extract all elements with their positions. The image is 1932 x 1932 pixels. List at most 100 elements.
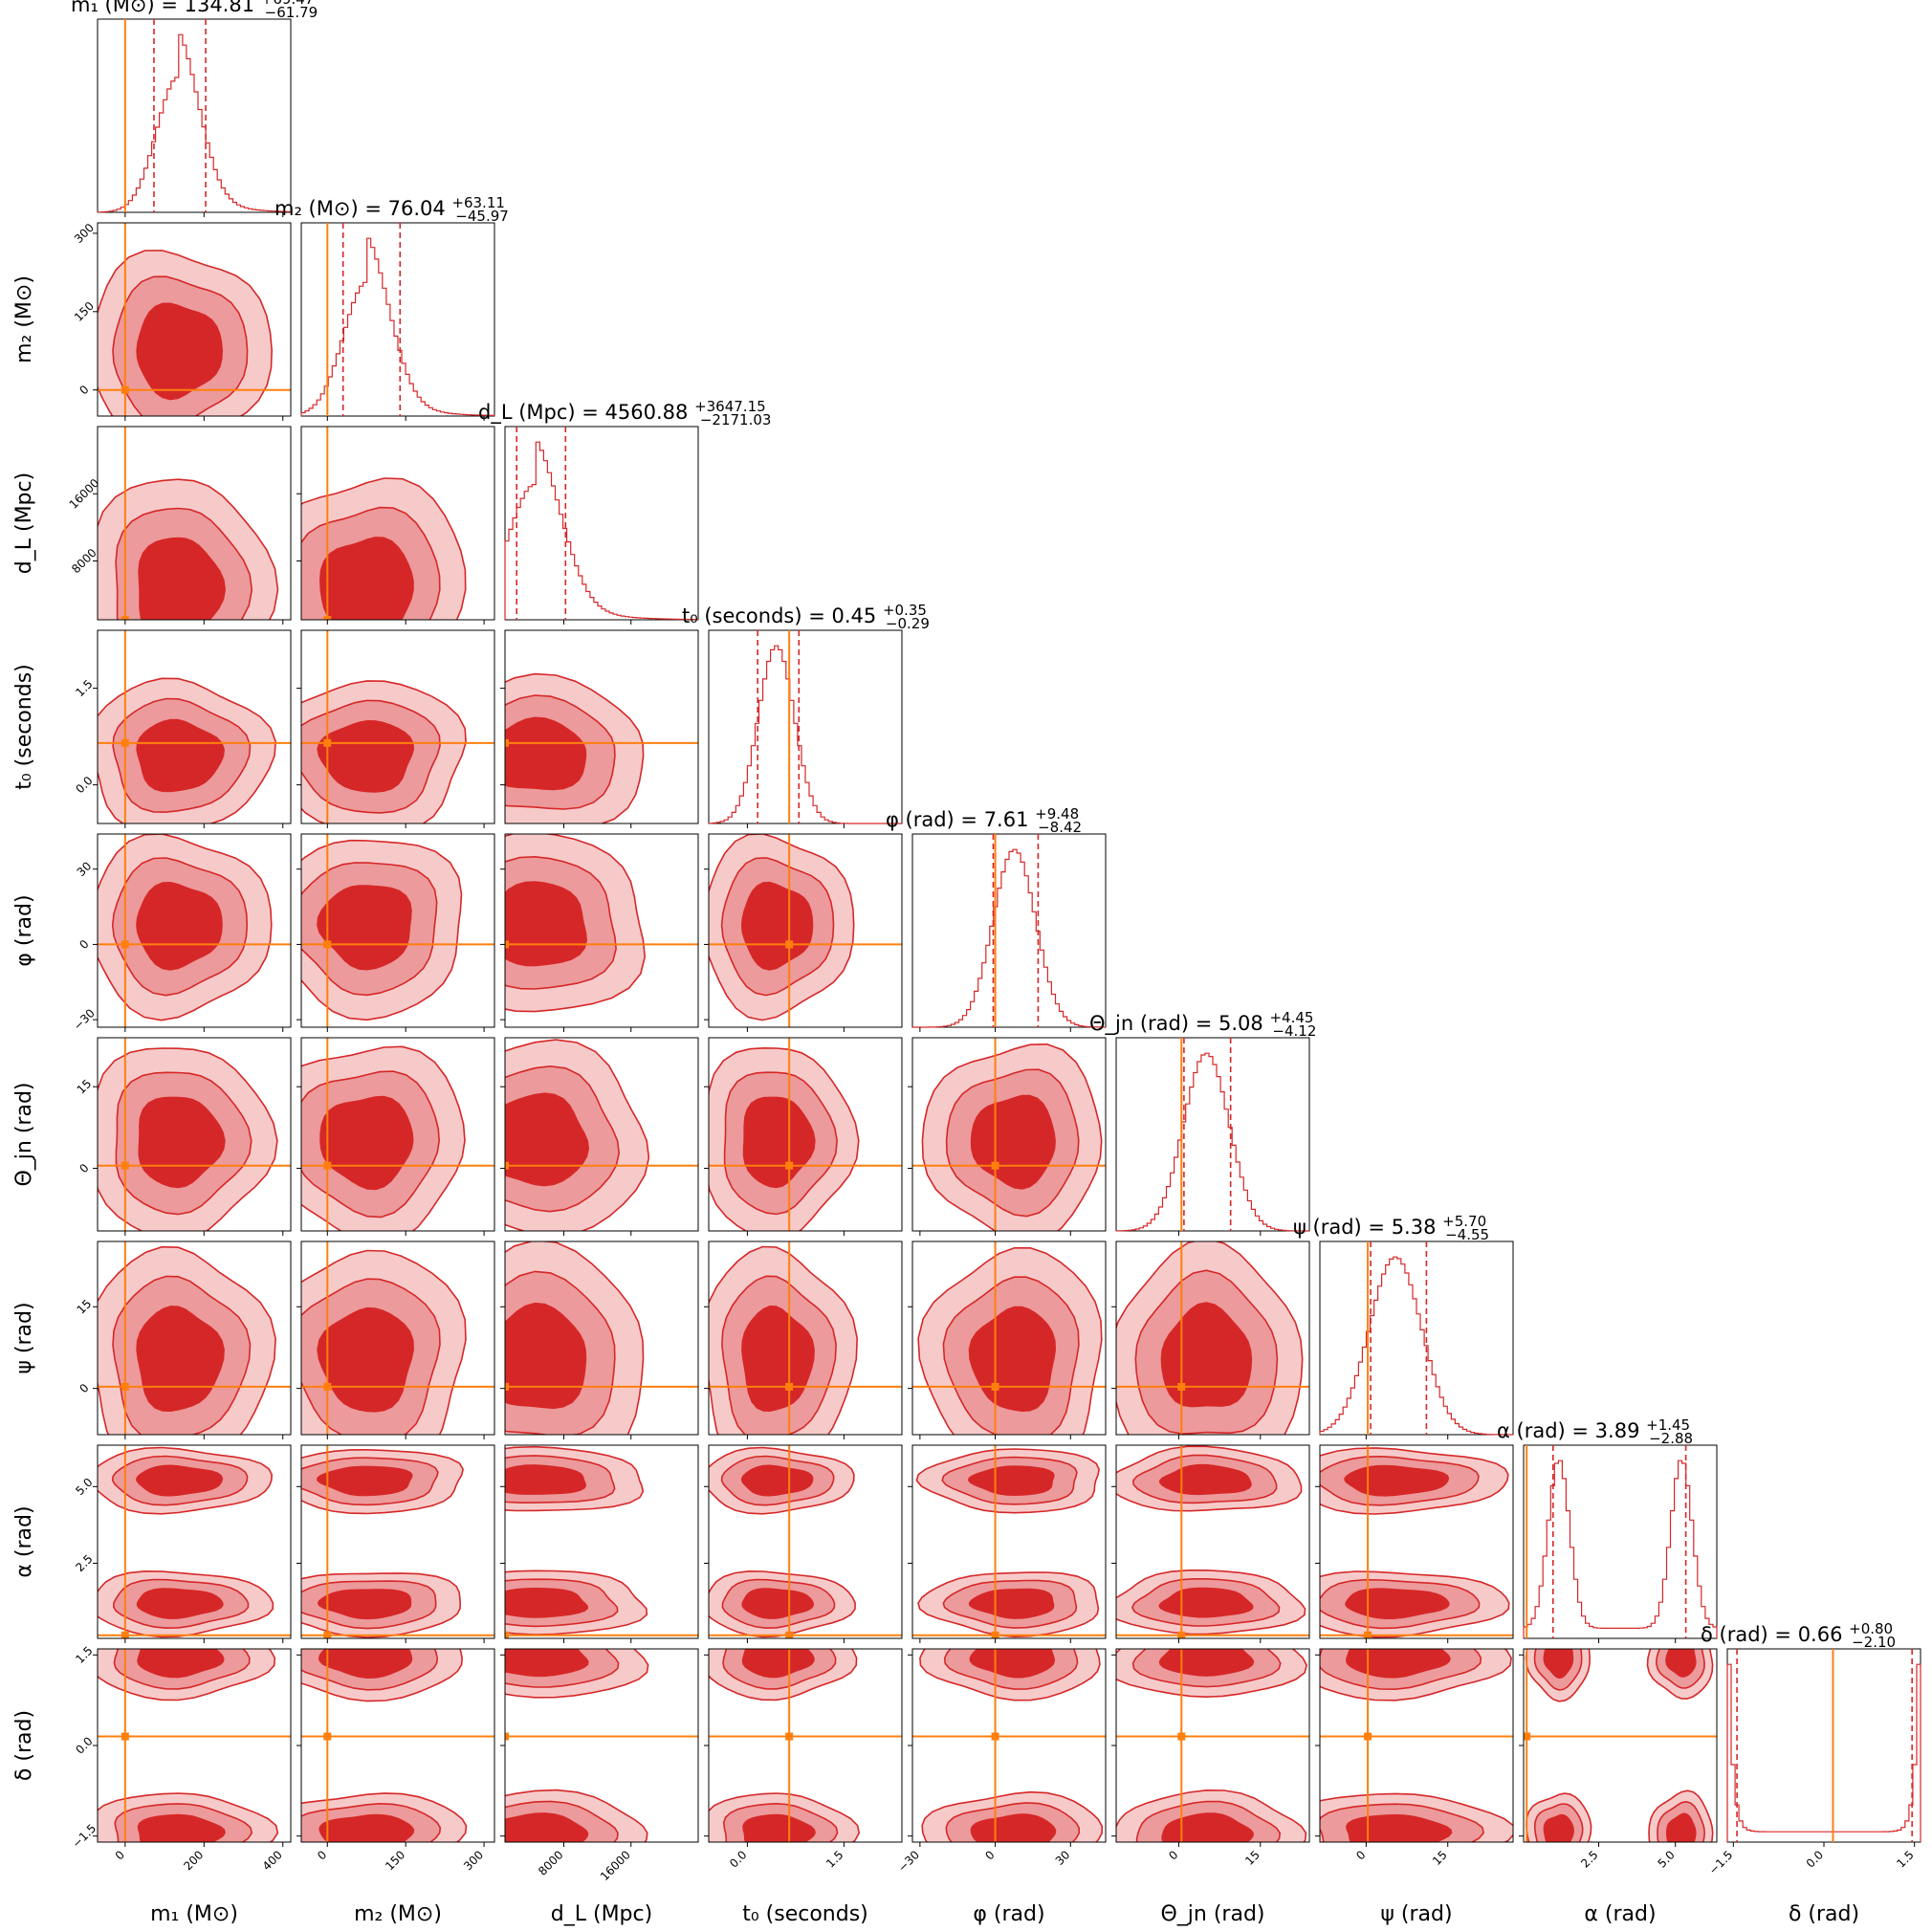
title-minus-dL: −2171.03 xyxy=(700,411,772,428)
contours-t0-theta xyxy=(709,1038,902,1231)
contour-level-2 xyxy=(505,1588,588,1618)
contour-level-2 xyxy=(505,1464,587,1495)
title-theta: Θ_jn (rad) = 5.08 +4.45 −4.12 xyxy=(1089,1009,1316,1040)
y-axis-label-theta: Θ_jn (rad) xyxy=(12,1082,36,1186)
contour-level-2 xyxy=(317,1589,412,1620)
truth-marker xyxy=(505,1732,509,1741)
truth-marker xyxy=(121,1732,129,1741)
truth-marker xyxy=(505,738,509,747)
panel-frame xyxy=(911,1444,1107,1639)
panel-frame xyxy=(1115,1444,1310,1639)
panel-frame xyxy=(504,1240,699,1436)
truth-marker xyxy=(991,1732,999,1741)
truth-marker xyxy=(121,1382,129,1391)
y-axis-label-m2: m₂ (M⊙) xyxy=(12,275,36,363)
hist-frame-t0 xyxy=(708,629,903,824)
title-t0: t₀ (seconds) = 0.45 +0.35 −0.29 xyxy=(682,602,930,632)
panel-t0-theta xyxy=(708,1037,903,1232)
panel-frame xyxy=(1115,1240,1310,1436)
contours-phi-psi xyxy=(912,1241,1106,1435)
panel-m2-dL xyxy=(300,426,495,621)
truth-marker xyxy=(1177,1732,1186,1741)
x-axis-label-t0: t₀ (seconds) xyxy=(742,1902,868,1926)
contours-m2-delta xyxy=(301,1649,494,1842)
y-axis-label-delta: δ (rad) xyxy=(12,1710,36,1781)
contours-dL-theta xyxy=(505,1039,698,1231)
contour-level-2 xyxy=(741,1649,815,1679)
panel-frame xyxy=(97,833,292,1028)
title-plus-psi: +5.70 xyxy=(1442,1213,1486,1230)
panel-m2-delta xyxy=(300,1648,495,1843)
contours-dL-t0 xyxy=(505,672,698,823)
contour-level-2 xyxy=(1346,1813,1453,1842)
x-tick-label-phi: −30 xyxy=(895,1848,922,1875)
histogram-t0 xyxy=(708,645,902,824)
contour-level-2 xyxy=(505,1649,589,1678)
x-tick-label-m2: 300 xyxy=(461,1848,486,1873)
panel-phi-theta xyxy=(911,1037,1107,1232)
contours-m2-dL xyxy=(301,427,467,620)
x-tick-label-theta: 15 xyxy=(1242,1848,1262,1868)
title-minus-psi: −4.55 xyxy=(1445,1226,1489,1243)
contour-level-2 xyxy=(137,1813,226,1842)
y-tick-label-t0: 0.0 xyxy=(73,774,95,796)
panel-m1-psi xyxy=(97,1240,292,1436)
x-tick-label-alpha: 2.5 xyxy=(1578,1848,1600,1870)
title-plus-m1: +69.47 xyxy=(261,0,315,8)
contour-level-2 xyxy=(968,1306,1056,1412)
panel-t0-phi xyxy=(708,833,903,1028)
contour-level-2 xyxy=(505,1302,587,1410)
panel-m2-psi xyxy=(300,1240,495,1436)
hist-frame-theta xyxy=(1115,1037,1310,1232)
y-axis-label-psi: ψ (rad) xyxy=(12,1302,36,1373)
hist-frame-delta xyxy=(1726,1648,1921,1843)
panel-m1-phi xyxy=(97,833,292,1028)
truth-marker xyxy=(785,940,794,949)
truth-marker xyxy=(323,738,332,747)
x-axis-label-psi: ψ (rad) xyxy=(1380,1902,1452,1926)
contour-level-2 xyxy=(317,1465,413,1497)
truth-marker xyxy=(121,616,129,620)
contour-level-2 xyxy=(318,1813,415,1842)
contours-dL-delta xyxy=(505,1649,698,1842)
panel-frame xyxy=(708,1240,903,1436)
x-axis-label-phi: φ (rad) xyxy=(973,1902,1044,1926)
y-tick-label-m2: 0 xyxy=(77,383,91,397)
panel-psi-delta xyxy=(1319,1648,1514,1843)
contour-level-2 xyxy=(505,881,587,967)
panel-m1-dL xyxy=(97,426,292,621)
truth-marker xyxy=(1524,1732,1531,1741)
contours-phi-delta xyxy=(912,1649,1106,1842)
truth-marker xyxy=(323,1161,332,1170)
title-dL: d_L (Mpc) = 4560.88 +3647.15 −2171.03 xyxy=(478,398,771,428)
truth-marker xyxy=(505,1382,509,1391)
contour-level-2 xyxy=(137,1649,225,1679)
truth-marker xyxy=(121,738,129,747)
panel-frame xyxy=(300,1240,495,1436)
truth-marker xyxy=(505,1161,509,1170)
truth-marker xyxy=(121,1161,129,1170)
panel-frame xyxy=(97,1444,292,1639)
title-alpha: α (rad) = 3.89 +1.45 −2.88 xyxy=(1497,1416,1693,1447)
y-tick-label-phi: 0 xyxy=(77,937,91,952)
truth-marker xyxy=(323,1732,332,1741)
truth-marker xyxy=(991,1382,999,1391)
hist-frame-psi xyxy=(1319,1240,1514,1436)
panel-t0-alpha xyxy=(708,1444,903,1639)
truth-marker xyxy=(505,1631,509,1638)
x-tick-label-m1: 200 xyxy=(181,1848,206,1873)
histogram-theta xyxy=(1115,1052,1309,1232)
panel-theta-psi xyxy=(1115,1240,1310,1436)
contour-level-2 xyxy=(968,1588,1055,1619)
panel-theta-delta xyxy=(1115,1648,1310,1843)
panel-dL-psi xyxy=(504,1240,699,1436)
contours-m1-phi xyxy=(98,834,291,1027)
contours-t0-delta xyxy=(709,1649,902,1842)
title-plus-dL: +3647.15 xyxy=(694,398,766,415)
contour-level-2 xyxy=(317,885,412,971)
y-tick-label-t0: 1.5 xyxy=(73,677,95,699)
panel-frame xyxy=(300,629,495,824)
panel-frame xyxy=(504,1444,699,1639)
panel-psi-alpha xyxy=(1319,1444,1514,1639)
